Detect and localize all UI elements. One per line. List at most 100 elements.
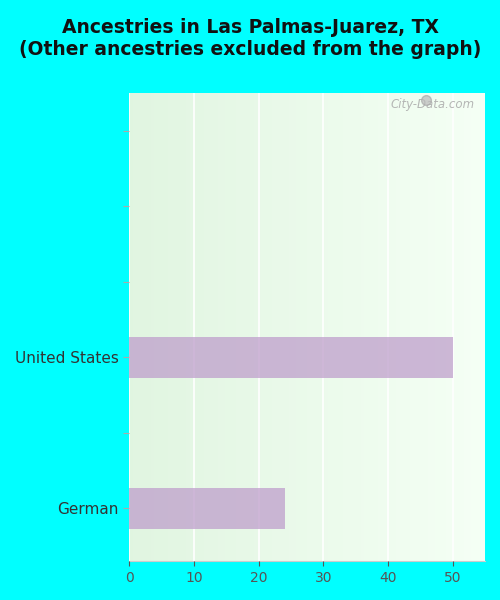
Bar bbox=[232, 93, 236, 561]
Bar bbox=[211, 93, 214, 561]
Bar bbox=[208, 93, 211, 561]
Bar bbox=[339, 93, 342, 561]
Bar bbox=[474, 93, 478, 561]
Bar bbox=[386, 93, 389, 561]
Bar bbox=[410, 93, 414, 561]
Bar bbox=[136, 93, 140, 561]
Bar bbox=[432, 93, 435, 561]
Bar bbox=[258, 93, 261, 561]
Bar bbox=[246, 93, 250, 561]
Bar bbox=[357, 93, 360, 561]
Bar bbox=[226, 93, 229, 561]
Bar bbox=[435, 93, 439, 561]
Bar bbox=[172, 93, 176, 561]
Bar bbox=[197, 93, 200, 561]
Bar bbox=[322, 93, 325, 561]
Bar bbox=[389, 93, 392, 561]
Bar bbox=[346, 93, 350, 561]
Bar bbox=[296, 93, 300, 561]
Bar bbox=[190, 93, 194, 561]
Bar bbox=[325, 93, 328, 561]
Bar bbox=[240, 93, 243, 561]
Bar bbox=[179, 93, 182, 561]
Bar bbox=[360, 93, 364, 561]
Text: City-Data.com: City-Data.com bbox=[390, 98, 474, 110]
Bar bbox=[140, 93, 143, 561]
Bar bbox=[254, 93, 258, 561]
Bar bbox=[176, 93, 179, 561]
Bar bbox=[418, 93, 421, 561]
Bar bbox=[446, 93, 450, 561]
Bar bbox=[165, 93, 168, 561]
Bar bbox=[250, 93, 254, 561]
Bar bbox=[272, 93, 275, 561]
Bar bbox=[222, 93, 226, 561]
Bar bbox=[290, 93, 293, 561]
Bar bbox=[467, 93, 471, 561]
Bar bbox=[378, 93, 382, 561]
Bar bbox=[150, 93, 154, 561]
Bar bbox=[243, 93, 246, 561]
Bar bbox=[396, 93, 400, 561]
Bar bbox=[130, 93, 133, 561]
Bar bbox=[229, 93, 232, 561]
Bar bbox=[236, 93, 240, 561]
Bar bbox=[300, 93, 304, 561]
Bar bbox=[414, 93, 418, 561]
Bar bbox=[400, 93, 403, 561]
Bar bbox=[314, 93, 318, 561]
Bar bbox=[456, 93, 460, 561]
Bar bbox=[368, 93, 371, 561]
Bar bbox=[310, 93, 314, 561]
Bar bbox=[453, 93, 456, 561]
Bar bbox=[162, 93, 165, 561]
Bar bbox=[282, 93, 286, 561]
Bar bbox=[214, 93, 218, 561]
Bar bbox=[478, 93, 482, 561]
Bar bbox=[168, 93, 172, 561]
Bar bbox=[328, 93, 332, 561]
Bar bbox=[130, 337, 452, 378]
Bar bbox=[374, 93, 378, 561]
Bar bbox=[439, 93, 442, 561]
Text: Ancestries in Las Palmas-Juarez, TX
(Other ancestries excluded from the graph): Ancestries in Las Palmas-Juarez, TX (Oth… bbox=[19, 18, 481, 59]
Bar bbox=[304, 93, 307, 561]
Bar bbox=[364, 93, 368, 561]
Bar bbox=[261, 93, 264, 561]
Bar bbox=[421, 93, 424, 561]
Bar bbox=[204, 93, 208, 561]
Bar bbox=[133, 93, 136, 561]
Bar bbox=[406, 93, 410, 561]
Bar bbox=[382, 93, 386, 561]
Bar bbox=[428, 93, 432, 561]
Bar bbox=[318, 93, 322, 561]
Bar bbox=[450, 93, 453, 561]
Bar bbox=[307, 93, 310, 561]
Bar bbox=[218, 93, 222, 561]
Bar bbox=[424, 93, 428, 561]
Bar bbox=[354, 93, 357, 561]
Bar bbox=[471, 93, 474, 561]
Bar bbox=[194, 93, 197, 561]
Bar bbox=[275, 93, 278, 561]
Bar bbox=[342, 93, 346, 561]
Bar bbox=[464, 93, 467, 561]
Bar bbox=[442, 93, 446, 561]
Bar bbox=[154, 93, 158, 561]
Bar bbox=[460, 93, 464, 561]
Bar bbox=[182, 93, 186, 561]
Bar bbox=[350, 93, 354, 561]
Bar bbox=[264, 93, 268, 561]
Bar bbox=[336, 93, 339, 561]
Bar bbox=[147, 93, 150, 561]
Bar bbox=[286, 93, 290, 561]
Bar bbox=[158, 93, 162, 561]
Bar bbox=[278, 93, 282, 561]
Bar bbox=[392, 93, 396, 561]
Bar bbox=[403, 93, 406, 561]
Bar bbox=[268, 93, 272, 561]
Bar bbox=[200, 93, 204, 561]
Bar bbox=[332, 93, 336, 561]
Bar bbox=[371, 93, 374, 561]
Bar bbox=[144, 93, 147, 561]
